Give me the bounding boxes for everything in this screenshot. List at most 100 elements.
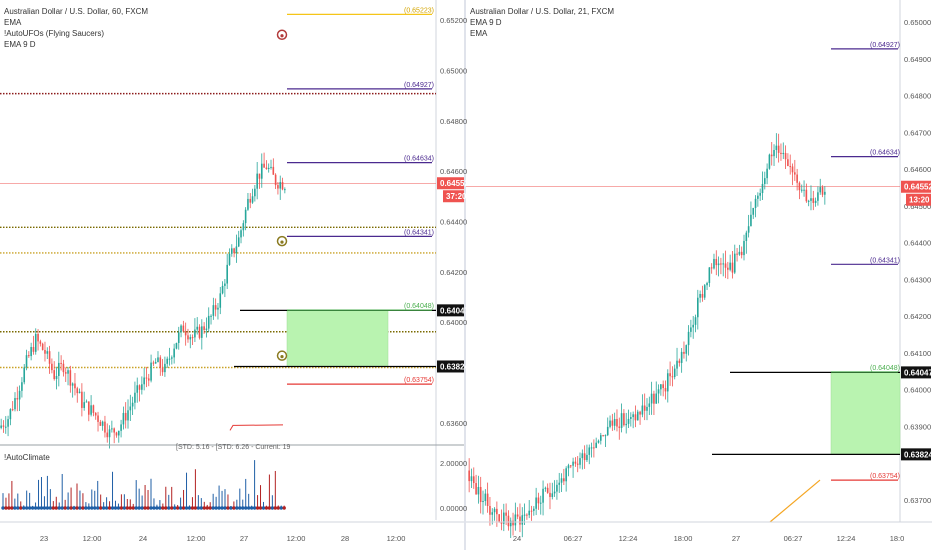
- candle[interactable]: [53, 370, 56, 380]
- candle[interactable]: [122, 412, 125, 425]
- candle[interactable]: [528, 510, 531, 516]
- candle[interactable]: [235, 246, 238, 254]
- candle[interactable]: [789, 166, 792, 168]
- candle[interactable]: [706, 282, 708, 286]
- candle[interactable]: [569, 465, 572, 467]
- candle[interactable]: [745, 232, 748, 241]
- candle[interactable]: [643, 405, 646, 411]
- candle[interactable]: [683, 351, 685, 354]
- candle[interactable]: [219, 293, 222, 308]
- candle[interactable]: [37, 333, 39, 342]
- candle[interactable]: [58, 362, 60, 376]
- candle[interactable]: [475, 483, 477, 495]
- candle[interactable]: [676, 360, 678, 369]
- left-countdown-badge[interactable]: 37:20: [446, 192, 467, 201]
- candle[interactable]: [9, 409, 12, 420]
- candle[interactable]: [620, 413, 623, 428]
- candle[interactable]: [632, 414, 634, 418]
- candle[interactable]: [32, 347, 35, 352]
- candle[interactable]: [39, 341, 42, 344]
- candle[interactable]: [563, 478, 565, 482]
- candle[interactable]: [500, 521, 503, 524]
- candle[interactable]: [201, 326, 203, 338]
- left-indicator-autoufos[interactable]: !AutoUFOs (Flying Saucers): [4, 29, 105, 38]
- candle[interactable]: [805, 189, 808, 202]
- candle[interactable]: [7, 419, 9, 427]
- candle[interactable]: [244, 209, 247, 224]
- candle[interactable]: [641, 405, 644, 415]
- candle[interactable]: [533, 508, 535, 511]
- candle[interactable]: [576, 463, 579, 465]
- candle[interactable]: [164, 363, 166, 373]
- candle[interactable]: [507, 515, 510, 527]
- candle[interactable]: [472, 476, 475, 484]
- candle[interactable]: [556, 484, 558, 492]
- candle[interactable]: [67, 370, 69, 374]
- candle[interactable]: [660, 384, 662, 390]
- candle[interactable]: [18, 390, 21, 400]
- candle[interactable]: [90, 405, 92, 415]
- candle[interactable]: [166, 358, 169, 364]
- panel-divider[interactable]: [464, 0, 466, 550]
- candle[interactable]: [692, 324, 695, 328]
- candle[interactable]: [28, 355, 30, 357]
- candle[interactable]: [263, 163, 265, 168]
- candle[interactable]: [687, 331, 690, 346]
- candle[interactable]: [270, 166, 272, 168]
- candle[interactable]: [505, 512, 507, 516]
- candle[interactable]: [258, 173, 261, 179]
- candle[interactable]: [129, 406, 132, 411]
- candle[interactable]: [519, 516, 521, 525]
- candle[interactable]: [791, 166, 794, 173]
- candle[interactable]: [817, 192, 819, 201]
- candle[interactable]: [111, 428, 113, 430]
- candle[interactable]: [265, 167, 268, 169]
- candle[interactable]: [498, 514, 500, 522]
- candle[interactable]: [104, 421, 106, 433]
- candle[interactable]: [703, 285, 706, 298]
- candle[interactable]: [272, 166, 275, 175]
- candle[interactable]: [25, 355, 28, 368]
- candle[interactable]: [627, 418, 630, 424]
- candle[interactable]: [274, 174, 277, 186]
- candle[interactable]: [147, 378, 150, 381]
- candle[interactable]: [567, 465, 570, 469]
- candle[interactable]: [685, 345, 688, 354]
- candle[interactable]: [182, 325, 185, 332]
- candle[interactable]: [44, 349, 46, 354]
- candle[interactable]: [634, 414, 637, 421]
- candle[interactable]: [482, 501, 484, 503]
- candle[interactable]: [85, 401, 88, 403]
- candle[interactable]: [780, 152, 782, 155]
- candle[interactable]: [727, 267, 729, 270]
- candle[interactable]: [699, 293, 701, 298]
- candle[interactable]: [814, 200, 817, 203]
- candle[interactable]: [486, 493, 489, 506]
- candle[interactable]: [539, 502, 542, 504]
- candle[interactable]: [516, 514, 519, 517]
- right-target-zone[interactable]: [830, 371, 901, 455]
- candle[interactable]: [23, 367, 26, 383]
- candle[interactable]: [120, 424, 122, 431]
- candle[interactable]: [763, 178, 766, 184]
- candle[interactable]: [226, 264, 228, 284]
- candle[interactable]: [595, 442, 597, 448]
- left-target-zone[interactable]: [286, 309, 389, 367]
- candle[interactable]: [673, 368, 676, 378]
- candle[interactable]: [754, 198, 757, 208]
- candle[interactable]: [717, 263, 720, 266]
- candle[interactable]: [198, 326, 201, 338]
- candle[interactable]: [775, 145, 778, 150]
- candle[interactable]: [514, 514, 517, 526]
- candle[interactable]: [161, 367, 164, 373]
- candle[interactable]: [134, 392, 136, 403]
- candle[interactable]: [194, 329, 196, 338]
- candle[interactable]: [240, 230, 242, 238]
- candle[interactable]: [609, 420, 611, 427]
- candle[interactable]: [784, 152, 787, 160]
- candle[interactable]: [145, 377, 148, 379]
- candle[interactable]: [636, 411, 639, 421]
- right-indicator-ema9d[interactable]: EMA 9 D: [470, 18, 502, 27]
- candle[interactable]: [729, 262, 731, 270]
- candle[interactable]: [69, 370, 72, 386]
